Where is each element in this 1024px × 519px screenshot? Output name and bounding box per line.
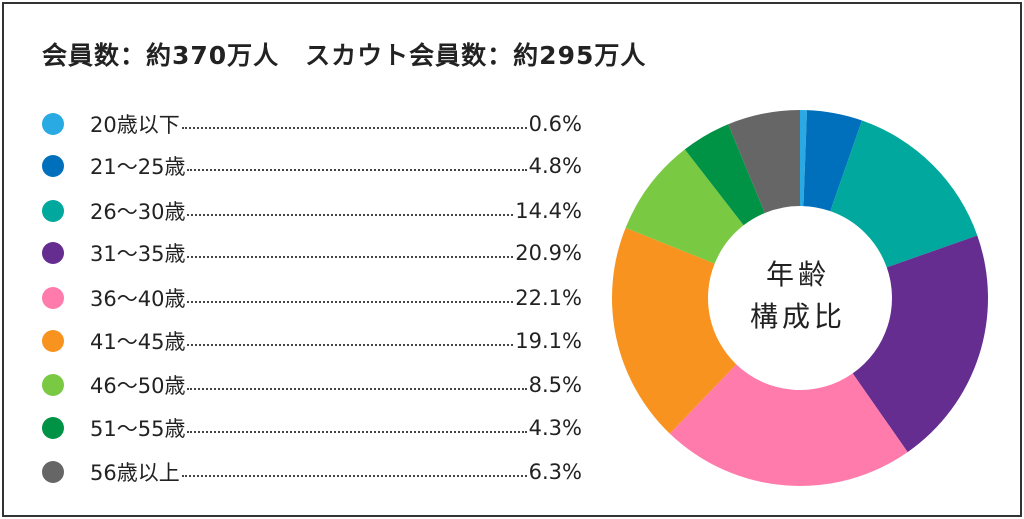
legend-value: 4.8% <box>528 154 582 178</box>
legend-label: 51〜55歳 <box>90 417 186 441</box>
donut-slice-1 <box>803 110 862 212</box>
legend-label: 41〜45歳 <box>90 330 186 354</box>
legend-swatch <box>42 113 64 135</box>
leader-dots <box>181 127 527 129</box>
legend-swatch <box>42 417 64 439</box>
center-label-line2: 構成比 <box>750 300 846 333</box>
legend-item: 46〜50歳 8.5% <box>42 370 582 400</box>
donut-slice-4 <box>669 364 908 486</box>
donut-slice-8 <box>728 110 800 213</box>
legend-item: 56歳以上 6.3% <box>42 457 582 487</box>
legend-swatch <box>42 242 64 264</box>
legend-item: 21〜25歳 4.8% <box>42 151 582 181</box>
chart-title: 会員数：約370万人 スカウト会員数：約295万人 <box>42 41 647 70</box>
legend-label: 36〜40歳 <box>90 287 186 311</box>
legend-swatch <box>42 287 64 309</box>
legend-item: 41〜45歳 19.1% <box>42 326 582 356</box>
legend-item: 20歳以下 0.6% <box>42 109 582 139</box>
legend-label: 20歳以下 <box>90 113 180 137</box>
legend-label: 26〜30歳 <box>90 200 186 224</box>
legend-value: 6.3% <box>528 460 582 484</box>
donut-slice-5 <box>612 227 737 434</box>
legend-label: 31〜35歳 <box>90 242 186 266</box>
legend-value: 0.6% <box>528 112 582 136</box>
donut-slice-2 <box>830 120 978 268</box>
leader-dots <box>181 475 527 477</box>
legend-swatch <box>42 461 64 483</box>
leader-dots <box>187 169 527 171</box>
donut-slice-0 <box>800 110 808 207</box>
legend-value: 19.1% <box>515 329 582 353</box>
donut-chart: 年齢 構成比 <box>612 110 988 486</box>
donut-slice-3 <box>852 235 988 453</box>
center-label-line1: 年齢 <box>766 258 830 291</box>
legend-value: 20.9% <box>515 241 582 265</box>
legend-item: 36〜40歳 22.1% <box>42 283 582 313</box>
legend-value: 22.1% <box>515 286 582 310</box>
legend-value: 8.5% <box>528 373 582 397</box>
leader-dots <box>187 256 514 258</box>
legend-item: 51〜55歳 4.3% <box>42 413 582 443</box>
legend-swatch <box>42 330 64 352</box>
leader-dots <box>187 344 514 346</box>
legend-swatch <box>42 155 64 177</box>
legend-swatch <box>42 200 64 222</box>
leader-dots <box>187 214 514 216</box>
donut-slice-7 <box>684 124 765 226</box>
leader-dots <box>187 301 514 303</box>
legend-item: 31〜35歳 20.9% <box>42 238 582 268</box>
legend-label: 46〜50歳 <box>90 374 186 398</box>
donut-slice-6 <box>625 149 744 264</box>
legend-label: 21〜25歳 <box>90 155 186 179</box>
legend-value: 14.4% <box>515 199 582 223</box>
legend-label: 56歳以上 <box>90 461 180 485</box>
leader-dots <box>187 431 527 433</box>
legend-value: 4.3% <box>528 416 582 440</box>
legend-swatch <box>42 374 64 396</box>
legend-item: 26〜30歳 14.4% <box>42 196 582 226</box>
leader-dots <box>187 388 527 390</box>
